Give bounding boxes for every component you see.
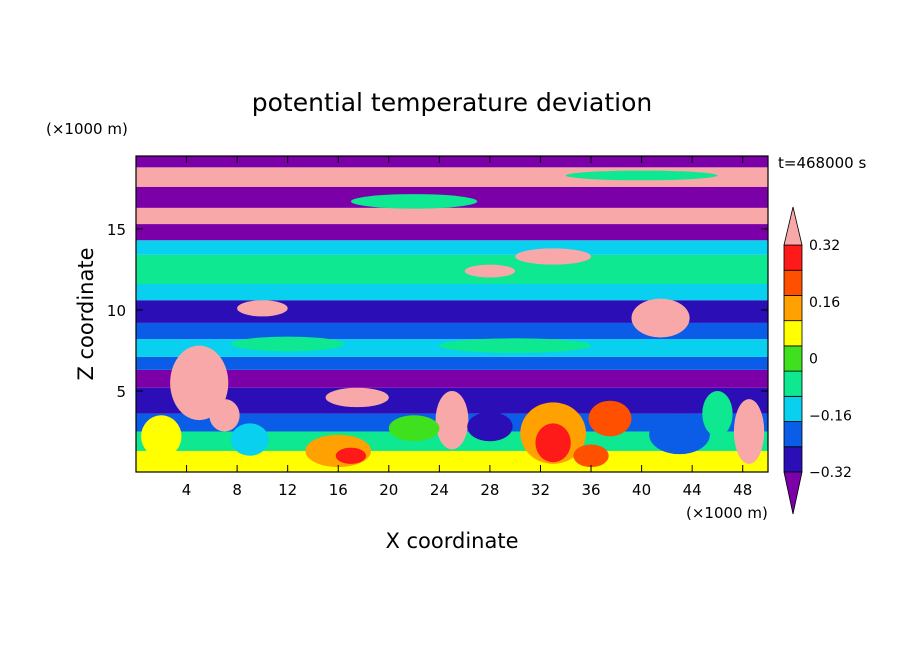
field-anomaly: [464, 264, 516, 278]
field-anomaly: [649, 415, 710, 455]
plot-frame: [135, 155, 769, 473]
field-band: [136, 207, 768, 225]
x-tick-label: 36: [581, 481, 600, 499]
colorbar-segment: [783, 421, 803, 448]
colorbar: 0.32 0.16 0 −0.16 −0.32: [783, 206, 852, 515]
x-unit-label: (×1000 m): [686, 504, 768, 522]
field-anomaly: [565, 170, 718, 181]
colorbar-segment: [783, 295, 803, 322]
x-tick-label: 28: [480, 481, 499, 499]
y-tick-label: 5: [116, 383, 126, 401]
x-axis: 4 8 12 16 20 24 28 32 36 40 44 48: [182, 156, 752, 499]
colorbar-segment: [783, 395, 803, 422]
field-anomaly: [588, 400, 632, 437]
field-anomaly: [439, 338, 592, 353]
field-band: [136, 240, 768, 255]
field-anomaly: [631, 298, 690, 338]
colorbar-segment: [783, 320, 803, 347]
field-band: [136, 450, 768, 472]
colorbar-segment: [783, 345, 803, 372]
field-anomaly: [141, 415, 182, 458]
chart-title: potential temperature deviation: [252, 88, 652, 117]
x-tick-label: 8: [232, 481, 242, 499]
colorbar-segment: [783, 370, 803, 397]
x-tick-label: 24: [430, 481, 449, 499]
colorbar-extend-min: [783, 471, 803, 515]
x-tick-label: 44: [683, 481, 702, 499]
y-unit-label: (×1000 m): [46, 120, 128, 138]
time-label: t=468000 s: [778, 154, 866, 172]
field-anomaly: [733, 399, 765, 464]
colorbar-segment: [783, 269, 803, 296]
field-anomaly: [535, 423, 571, 463]
x-tick-label: 20: [379, 481, 398, 499]
y-axis: 5 10 15: [107, 221, 768, 401]
x-tick-label: 16: [329, 481, 348, 499]
field-band: [136, 300, 768, 323]
field-anomaly: [350, 194, 478, 209]
y-tick-label: 10: [107, 302, 126, 320]
x-tick-label: 32: [531, 481, 550, 499]
colorbar-tick-label: −0.32: [809, 465, 852, 481]
colorbar-tick-label: 0.16: [809, 295, 840, 311]
field-anomaly: [230, 336, 345, 352]
field-anomaly: [515, 248, 592, 265]
y-tick-label: 15: [107, 221, 126, 239]
field-band: [136, 369, 768, 388]
field-band: [136, 284, 768, 301]
field-anomaly: [209, 399, 240, 432]
colorbar-extend-max: [783, 206, 803, 246]
field-band: [136, 254, 768, 285]
field-band: [136, 322, 768, 340]
field-anomaly: [573, 444, 609, 468]
colorbar-segment: [783, 446, 803, 473]
heatmap-plot-area: [136, 156, 768, 472]
colorbar-segment: [783, 244, 803, 271]
field-band: [136, 156, 768, 168]
x-axis-label: X coordinate: [385, 529, 518, 553]
colorbar-tick-label: −0.16: [809, 408, 852, 424]
x-tick-label: 40: [632, 481, 651, 499]
field-anomaly: [702, 390, 733, 437]
field-anomaly: [237, 300, 288, 317]
y-axis-label: Z coordinate: [74, 247, 98, 380]
field-anomaly: [170, 345, 229, 421]
colorbar-tick-label: 0: [809, 352, 818, 368]
x-tick-label: 48: [733, 481, 752, 499]
x-tick-label: 12: [278, 481, 297, 499]
field-anomaly: [335, 447, 367, 464]
x-tick-label: 4: [182, 481, 192, 499]
field-anomaly: [388, 415, 440, 442]
field-anomaly: [230, 423, 269, 456]
field-band: [136, 224, 768, 241]
field-band: [136, 356, 768, 370]
field-anomaly: [467, 412, 513, 442]
field-anomaly: [325, 387, 389, 408]
colorbar-tick-label: 0.32: [809, 238, 840, 254]
field-anomaly: [435, 390, 469, 450]
